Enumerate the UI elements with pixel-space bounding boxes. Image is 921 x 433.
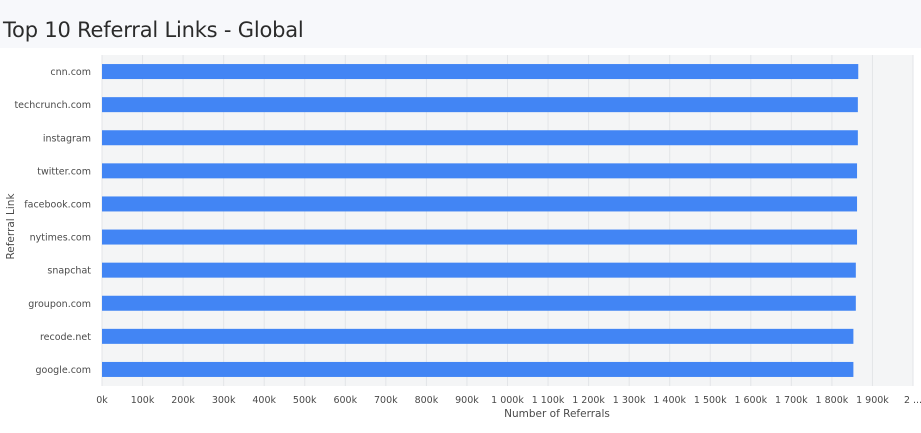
bar-twitter-com	[102, 163, 858, 179]
x-tick-label: 1 000k	[491, 395, 524, 406]
y-tick-label: nytimes.com	[30, 233, 91, 244]
y-axis-title: Referral Link	[5, 193, 17, 260]
x-tick-label: 900k	[455, 395, 479, 406]
x-tick-label: 0k	[96, 395, 108, 406]
y-tick-label: groupon.com	[28, 299, 91, 310]
x-tick-label: 1 800k	[816, 395, 849, 406]
x-tick-label: 1 500k	[694, 395, 727, 406]
y-tick-label: facebook.com	[24, 199, 91, 210]
x-tick-label: 1 400k	[653, 395, 686, 406]
referral-bar-chart: 0k 100k 200k 300k 400k 500k 600k 700k 800k 900k 1 …	[5, 55, 921, 420]
x-tick-label: 2 ...	[904, 395, 921, 406]
x-axis-title: Number of Referrals	[504, 408, 610, 420]
bar-facebook-com	[102, 196, 858, 212]
bar-techcrunch-com	[102, 97, 858, 113]
y-tick-label: twitter.com	[37, 166, 91, 177]
x-tick-label: 400k	[252, 395, 276, 406]
x-tick-label: 300k	[212, 395, 236, 406]
x-tick-label: 700k	[374, 395, 398, 406]
x-tick-label: 1 600k	[734, 395, 767, 406]
bar-recode-net	[102, 328, 854, 344]
x-tick-label: 100k	[131, 395, 155, 406]
bar-cnn-com	[102, 64, 859, 80]
x-tick-label: 1 700k	[775, 395, 808, 406]
y-tick-label: instagram	[43, 133, 91, 144]
header-bar: Top 10 Referral Links - Global	[0, 0, 921, 48]
bar-snapchat	[102, 262, 856, 278]
y-tick-label: cnn.com	[50, 67, 91, 78]
bar-groupon-com	[102, 295, 856, 311]
bar-google-com	[102, 361, 854, 377]
x-tick-label: 200k	[171, 395, 195, 406]
x-tick-label: 500k	[293, 395, 317, 406]
bar-instagram	[102, 130, 858, 146]
chart-title: Top 10 Referral Links - Global	[3, 18, 304, 42]
x-tick-label: 1 200k	[572, 395, 605, 406]
x-tick-label: 1 300k	[613, 395, 646, 406]
chart-area: 0k 100k 200k 300k 400k 500k 600k 700k 800k 900k 1 …	[0, 48, 921, 429]
bar-nytimes-com	[102, 229, 858, 245]
x-tick-label: 800k	[415, 395, 439, 406]
y-tick-label: google.com	[36, 365, 91, 376]
y-tick-label: recode.net	[40, 332, 91, 343]
x-tick-label: 1 100k	[532, 395, 565, 406]
y-tick-label: techcrunch.com	[14, 100, 91, 111]
x-tick-label: 600k	[333, 395, 357, 406]
x-tick-label: 1 900k	[856, 395, 889, 406]
y-tick-label: snapchat	[47, 266, 91, 277]
